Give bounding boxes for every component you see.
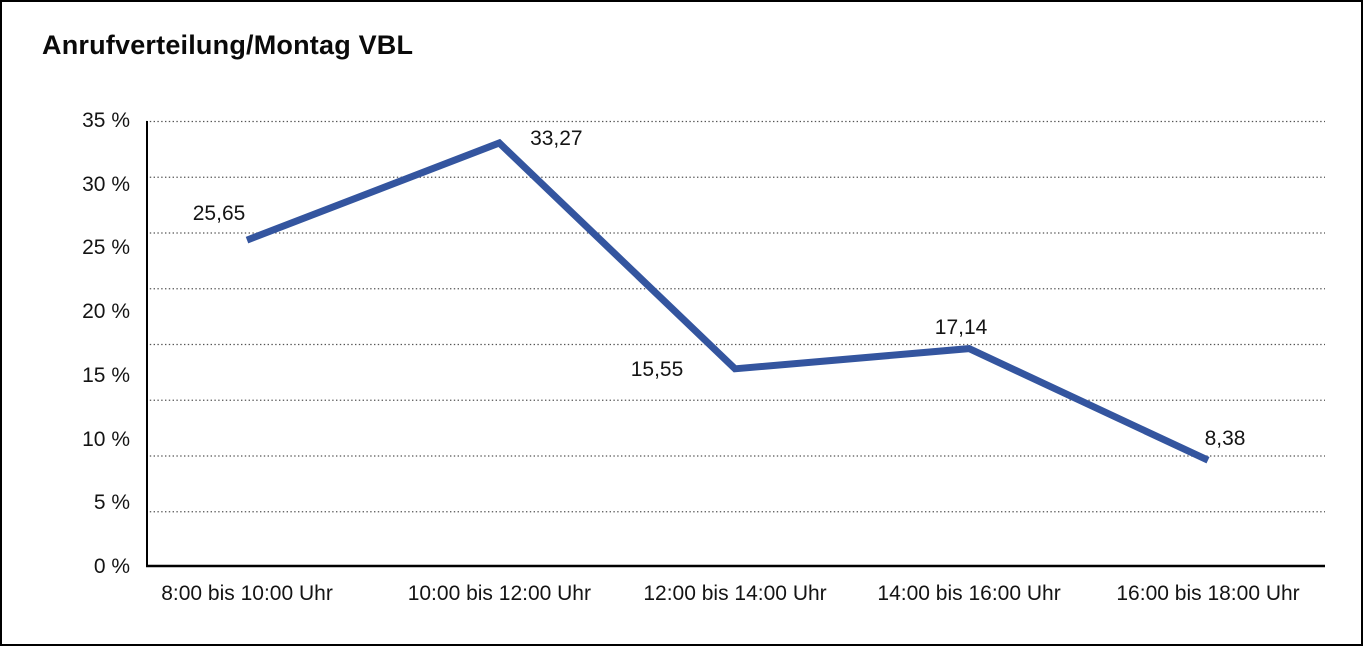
plot-area	[146, 120, 1325, 568]
y-tick-label: 15 %	[82, 363, 130, 387]
x-category-label: 8:00 bis 10:00 Uhr	[161, 582, 333, 605]
y-tick-label: 20 %	[82, 300, 130, 324]
data-point-label: 15,55	[630, 357, 684, 381]
y-tick-label: 0 %	[93, 555, 130, 578]
data-point-label: 25,65	[192, 202, 246, 226]
x-category-label: 14:00 bis 16:00 Uhr	[877, 582, 1061, 605]
data-point-label: 17,14	[934, 315, 988, 339]
data-point-label: 33,27	[530, 127, 583, 151]
series-line	[245, 138, 1210, 464]
line-chart-svg	[146, 120, 1325, 568]
y-tick-label: 30 %	[82, 172, 130, 196]
data-point-label: 8,38	[1204, 427, 1246, 451]
x-category-label: 10:00 bis 12:00 Uhr	[407, 582, 591, 605]
y-tick-label: 10 %	[82, 427, 130, 451]
x-category-label: 16:00 bis 18:00 Uhr	[1116, 582, 1300, 605]
y-tick-label: 25 %	[82, 236, 130, 260]
y-tick-label: 35 %	[82, 109, 130, 132]
x-category-label: 12:00 bis 14:00 Uhr	[643, 582, 827, 605]
chart-title: Anrufverteilung/Montag VBL	[42, 30, 414, 60]
y-tick-label: 5 %	[93, 491, 130, 515]
